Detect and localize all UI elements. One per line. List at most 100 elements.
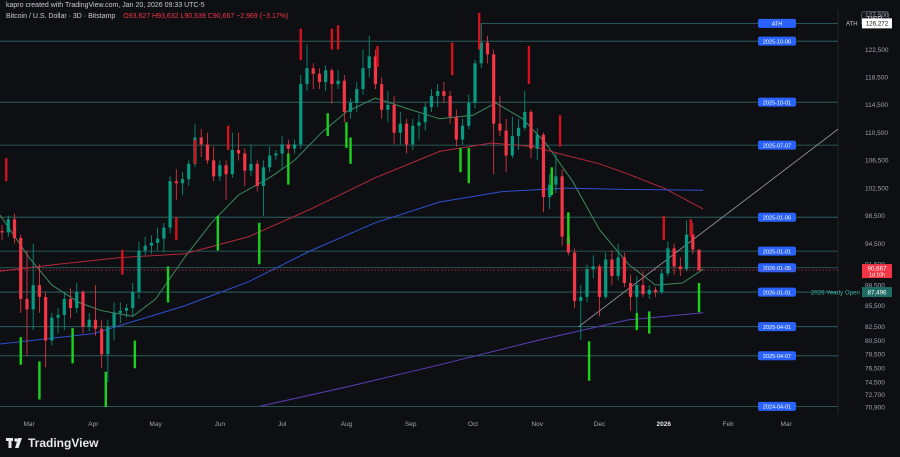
candle-body [0, 231, 4, 233]
candle-body [156, 238, 160, 243]
y-tick-label: 76,500 [865, 366, 885, 373]
candle-body [672, 248, 676, 267]
y-tick-label: 114,500 [865, 102, 888, 109]
candle-body [579, 296, 583, 302]
candle-body [56, 314, 60, 318]
x-tick-label: Feb [722, 421, 734, 428]
ohlc-open: O93,627 [123, 13, 151, 20]
candle-body [68, 298, 73, 308]
candle-body [348, 102, 353, 112]
candle-body [560, 176, 564, 237]
level-tag-bg [758, 212, 796, 222]
last-price-box [862, 264, 892, 279]
candle-body [280, 144, 284, 154]
green-arrow [216, 215, 219, 251]
green-arrow [648, 311, 651, 334]
x-tick-label: Aug [341, 421, 353, 428]
candle-body [529, 111, 533, 149]
candle-body [6, 219, 10, 233]
candle-body [591, 266, 595, 270]
candle-body [50, 317, 54, 341]
candle-body [610, 259, 614, 277]
green-arrow [71, 328, 74, 364]
green-arrow [326, 113, 329, 137]
candle-body [436, 91, 440, 96]
green-arrow [467, 147, 470, 184]
candle-body [604, 259, 608, 297]
y-tick-label: 85,500 [865, 303, 885, 310]
y-tick-label: 106,500 [865, 158, 889, 165]
red-arrow [226, 125, 230, 150]
candle-body [386, 104, 390, 110]
candle-body [311, 68, 315, 74]
candle-body [504, 130, 508, 156]
candle-body [19, 237, 23, 299]
candle-body [149, 242, 154, 246]
candle-body [516, 127, 521, 137]
candle-body [218, 165, 222, 177]
red-arrow [477, 12, 481, 50]
x-tick-label: Jun [215, 421, 226, 428]
candle-body [361, 68, 365, 89]
candle-body [417, 122, 421, 126]
red-arrow [336, 25, 340, 50]
y-tick-label: 78,500 [865, 352, 885, 359]
yearly-open-annotation: 2026 Yearly Open [811, 289, 861, 296]
moving-average-ma_short [0, 97, 704, 317]
red-arrow [330, 28, 334, 50]
candle-body [572, 252, 577, 302]
x-tick-label: Sep [405, 421, 417, 428]
candle-body [597, 266, 602, 297]
candle-body [118, 310, 122, 313]
green-arrow [550, 167, 553, 196]
yearly-open-price-box [862, 287, 892, 298]
ohlc-low: L90,539 [180, 13, 206, 20]
candle-body [653, 289, 658, 293]
moving-average-ma_long [0, 187, 704, 345]
candle-body [697, 249, 701, 271]
green-arrow [697, 283, 701, 313]
candle-body [317, 73, 322, 83]
level-tag-bg [758, 97, 796, 107]
tradingview-logo-icon [6, 438, 22, 448]
level-tag: 2025-10-01 [763, 100, 791, 106]
green-arrow [166, 266, 170, 303]
candle-body [541, 134, 546, 198]
candle-body [510, 136, 514, 156]
candle-body [249, 163, 253, 171]
y-tick-label: 80,500 [865, 338, 885, 345]
y-tick-label: 94,500 [865, 241, 885, 248]
level-tag-bg [758, 18, 796, 28]
level-tag: 2025-01-06 [763, 215, 791, 221]
red-arrow [299, 28, 302, 60]
candle-body [691, 234, 695, 250]
candle-body [131, 292, 135, 308]
candle-body [660, 273, 664, 293]
candle-body [330, 70, 334, 85]
candle-body [479, 42, 483, 64]
level-tag: 2025-10-06 [763, 39, 791, 45]
level-tag-bg [758, 246, 796, 256]
candle-body [485, 42, 490, 55]
candle-body [355, 88, 359, 103]
green-arrow [567, 212, 570, 245]
level-tag-bg [758, 401, 796, 411]
candle-body [678, 266, 682, 270]
symbol-legend: Bitcoin / U.S. Dollar · 3D · Bitstamp O9… [6, 13, 288, 20]
candle-body [367, 56, 371, 69]
ohlc-high: H93,632 [152, 13, 179, 20]
red-arrow [175, 217, 178, 241]
candle-body [404, 123, 409, 145]
trendline [578, 128, 839, 328]
ohlc-change: −2,969 (−3.17%) [236, 13, 289, 20]
last-price-countdown: 1d 10h [869, 273, 885, 279]
candle-body [106, 326, 110, 355]
candle-body [124, 307, 129, 311]
ath-tag: ATH [846, 22, 858, 28]
green-arrow [258, 222, 261, 265]
moving-average-ma_mid [0, 142, 704, 272]
y-tick-label: 82,500 [865, 324, 885, 331]
candle-body [205, 144, 210, 161]
level-tag-bg [758, 287, 796, 297]
